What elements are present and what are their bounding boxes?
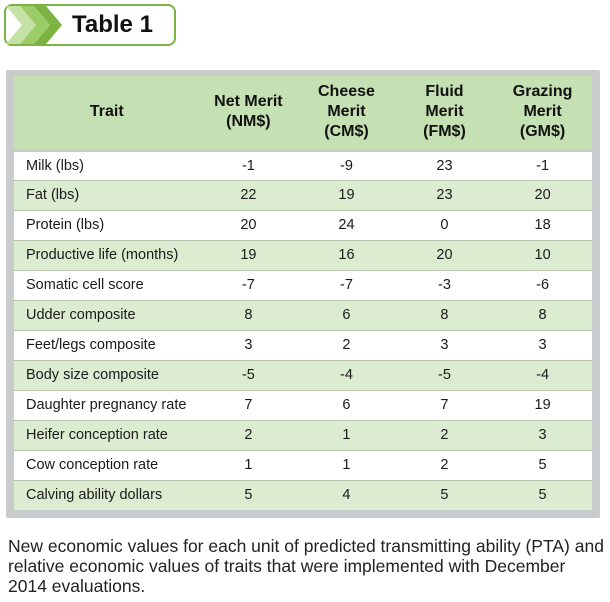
cell-fluid-merit: 5 bbox=[395, 479, 494, 510]
header-net-merit-line2: (NM$) bbox=[226, 113, 271, 131]
cell-grazing-merit: 5 bbox=[493, 479, 592, 510]
cell-net-merit: 7 bbox=[199, 389, 298, 420]
cell-cheese-merit: 1 bbox=[297, 419, 396, 450]
cell-grazing-merit: 8 bbox=[493, 299, 592, 330]
cell-fluid-merit: 2 bbox=[395, 419, 494, 450]
cell-cheese-merit: -9 bbox=[340, 157, 353, 174]
cell-trait: Calving ability dollars bbox=[14, 479, 200, 510]
header-fluid-merit: Fluid Merit (FM$) bbox=[395, 76, 494, 152]
cell-grazing-merit: 20 bbox=[493, 179, 592, 210]
cell-fluid-merit: -3 bbox=[395, 269, 494, 300]
table-row: Calving ability dollars 5 4 5 5 bbox=[14, 479, 592, 510]
cell-trait: Udder composite bbox=[14, 299, 200, 330]
header-fluid-merit-line2: Merit bbox=[425, 103, 464, 121]
cell-trait: Somatic cell score bbox=[14, 269, 200, 300]
cell-net-merit: 19 bbox=[199, 239, 298, 270]
cell-net-merit: -1 bbox=[241, 157, 255, 174]
header-cheese-merit-line3: (CM$) bbox=[324, 123, 369, 141]
cell-fluid-merit: 3 bbox=[395, 329, 494, 360]
cell-trait: Heifer conception rate bbox=[14, 419, 200, 450]
cell-trait: Milk (lbs) bbox=[26, 157, 84, 174]
cell-cheese-merit: 4 bbox=[297, 479, 396, 510]
cell-cheese-merit: 19 bbox=[297, 179, 396, 210]
cell-trait: Feet/legs composite bbox=[14, 329, 200, 360]
table-row: Heifer conception rate 2 1 2 3 bbox=[14, 419, 592, 450]
table-row: Productive life (months) 19 16 20 10 bbox=[14, 239, 592, 270]
cell-grazing-merit: 3 bbox=[493, 419, 592, 450]
cell-net-merit: 5 bbox=[199, 479, 298, 510]
header-net-merit: Net Merit (NM$) bbox=[199, 76, 298, 152]
cell-grazing-merit: 10 bbox=[493, 239, 592, 270]
cell-net-merit: -5 bbox=[199, 359, 298, 390]
cell-cheese-merit: -7 bbox=[297, 269, 396, 300]
cell-cheese-merit: 24 bbox=[297, 209, 396, 240]
cell-net-merit: 2 bbox=[199, 419, 298, 450]
cell-net-merit: -7 bbox=[199, 269, 298, 300]
table-row: Somatic cell score -7 -7 -3 -6 bbox=[14, 269, 592, 300]
cell-grazing-merit: -6 bbox=[493, 269, 592, 300]
cell-net-merit: 3 bbox=[199, 329, 298, 360]
cell-fluid-merit: 23 bbox=[436, 157, 453, 174]
header-fluid-merit-line3: (FM$) bbox=[423, 123, 466, 141]
header-cheese-merit-line2: Merit bbox=[327, 103, 366, 121]
cell-fluid-merit: 20 bbox=[395, 239, 494, 270]
cell-grazing-merit: 5 bbox=[493, 449, 592, 480]
table-row: Protein (lbs) 20 24 0 18 bbox=[14, 209, 592, 240]
cell-net-merit: 22 bbox=[199, 179, 298, 210]
header-cheese-merit-line1: Cheese bbox=[318, 83, 375, 101]
table-row: Milk (lbs) -1 -9 23 -1 bbox=[14, 150, 592, 180]
cell-grazing-merit: 19 bbox=[493, 389, 592, 420]
header-net-merit-line1: Net Merit bbox=[214, 93, 283, 111]
cell-net-merit: 8 bbox=[199, 299, 298, 330]
cell-trait: Protein (lbs) bbox=[14, 209, 200, 240]
table-frame: Trait Net Merit (NM$) Cheese Merit (CM$)… bbox=[6, 70, 600, 518]
header-trait: Trait bbox=[14, 76, 200, 152]
header-grazing-merit-line3: (GM$) bbox=[519, 123, 566, 141]
table-row: Fat (lbs) 22 19 23 20 bbox=[14, 179, 592, 210]
header-trait-label: Trait bbox=[89, 103, 124, 121]
cell-fluid-merit: 8 bbox=[395, 299, 494, 330]
table-row: Feet/legs composite 3 2 3 3 bbox=[14, 329, 592, 360]
data-table: Trait Net Merit (NM$) Cheese Merit (CM$)… bbox=[14, 76, 592, 510]
table-row: Udder composite 8 6 8 8 bbox=[14, 299, 592, 330]
header-grazing-merit-line2: Merit bbox=[523, 103, 562, 121]
table-row: Cow conception rate 1 1 2 5 bbox=[14, 449, 592, 480]
cell-fluid-merit: 7 bbox=[395, 389, 494, 420]
cell-cheese-merit: 1 bbox=[297, 449, 396, 480]
cell-grazing-merit: -4 bbox=[493, 359, 592, 390]
cell-net-merit: 1 bbox=[199, 449, 298, 480]
cell-trait: Daughter pregnancy rate bbox=[14, 389, 200, 420]
cell-trait: Fat (lbs) bbox=[14, 179, 200, 210]
cell-fluid-merit: -5 bbox=[395, 359, 494, 390]
cell-cheese-merit: 6 bbox=[297, 299, 396, 330]
table-header-row: Trait Net Merit (NM$) Cheese Merit (CM$)… bbox=[14, 76, 592, 152]
cell-net-merit: 20 bbox=[199, 209, 298, 240]
cell-cheese-merit: 2 bbox=[297, 329, 396, 360]
table-caption: New economic values for each unit of pre… bbox=[8, 536, 604, 596]
cell-grazing-merit: -1 bbox=[536, 157, 550, 174]
cell-trait: Cow conception rate bbox=[14, 449, 200, 480]
cell-fluid-merit: 0 bbox=[395, 209, 494, 240]
cell-cheese-merit: 6 bbox=[297, 389, 396, 420]
cell-fluid-merit: 23 bbox=[395, 179, 494, 210]
table-row: Body size composite -5 -4 -5 -4 bbox=[14, 359, 592, 390]
table-row: Daughter pregnancy rate 7 6 7 19 bbox=[14, 389, 592, 420]
cell-trait: Body size composite bbox=[14, 359, 200, 390]
cell-trait: Productive life (months) bbox=[14, 239, 200, 270]
cell-cheese-merit: -4 bbox=[297, 359, 396, 390]
cell-fluid-merit: 2 bbox=[395, 449, 494, 480]
chevron-arrows-icon bbox=[6, 6, 62, 44]
header-grazing-merit-line1: Grazing bbox=[512, 83, 573, 101]
table-title-tag: Table 1 bbox=[4, 4, 176, 46]
cell-grazing-merit: 18 bbox=[493, 209, 592, 240]
header-fluid-merit-line1: Fluid bbox=[425, 83, 464, 101]
cell-cheese-merit: 16 bbox=[297, 239, 396, 270]
header-grazing-merit: Grazing Merit (GM$) bbox=[493, 76, 592, 152]
table-title: Table 1 bbox=[72, 11, 153, 38]
cell-grazing-merit: 3 bbox=[493, 329, 592, 360]
header-cheese-merit: Cheese Merit (CM$) bbox=[297, 76, 396, 152]
